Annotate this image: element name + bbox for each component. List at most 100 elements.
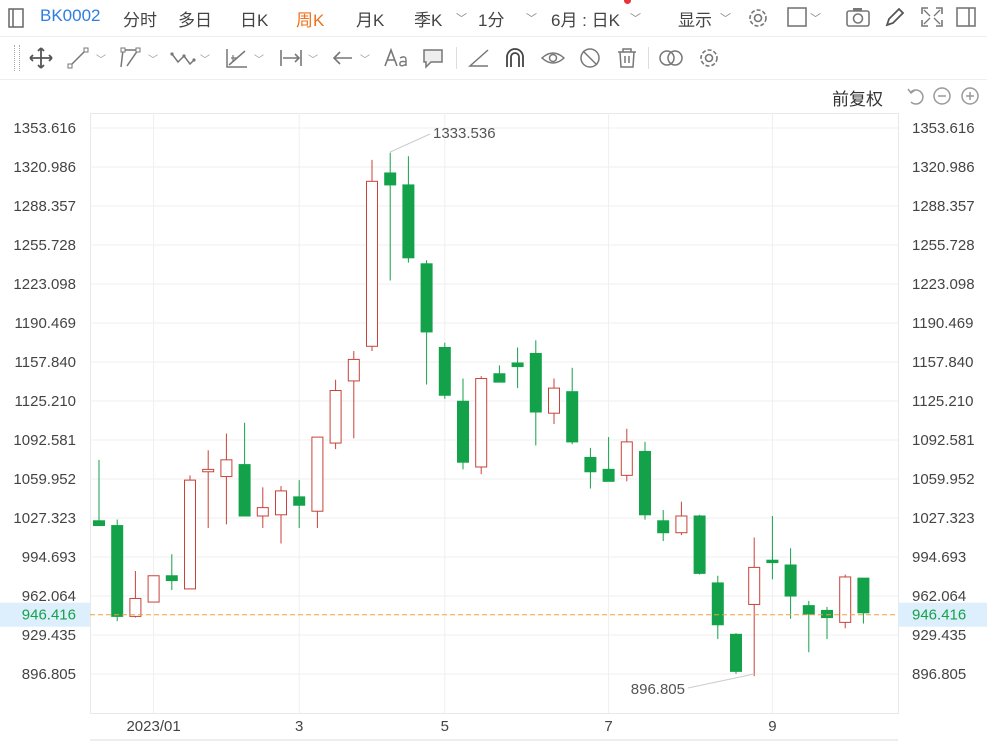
- panel-toggle-icon[interactable]: [8, 8, 24, 28]
- candle: [129, 570, 142, 618]
- y-tick-label-right: 962.064: [912, 588, 966, 605]
- y-tick-label-right: 1353.616: [912, 120, 975, 137]
- candle: [657, 510, 670, 542]
- period-tab-fenshi[interactable]: 分时: [123, 11, 157, 30]
- arrow-icon[interactable]: [330, 46, 356, 70]
- current-price-label-right: 946.416: [912, 607, 966, 624]
- period-tab-rik[interactable]: 日K: [240, 11, 269, 30]
- polyline-icon[interactable]: [118, 46, 144, 70]
- camera-icon[interactable]: [845, 6, 871, 28]
- comment-icon[interactable]: [420, 46, 446, 70]
- y-tick-label-left: 1223.098: [13, 276, 76, 293]
- display-menu[interactable]: 显示: [678, 11, 712, 30]
- period-tab-zhouk[interactable]: 周K: [296, 11, 325, 30]
- y-tick-label-right: 1223.098: [912, 276, 975, 293]
- candle: [693, 514, 706, 575]
- zoom-out-icon[interactable]: [932, 86, 952, 106]
- hide-icon[interactable]: [577, 46, 603, 70]
- eye-icon[interactable]: [540, 46, 566, 70]
- color-square-icon[interactable]: [786, 6, 808, 28]
- max-value-label: 1333.536: [433, 125, 496, 142]
- candle-body: [529, 352, 542, 413]
- y-tick-label-left: 1190.469: [15, 315, 76, 332]
- angle-icon[interactable]: [466, 46, 492, 70]
- candle-body: [184, 479, 196, 590]
- sidebar-icon[interactable]: [955, 6, 977, 28]
- candle-body: [438, 346, 451, 396]
- compare-icon[interactable]: [658, 46, 684, 70]
- chevron-down-icon[interactable]: ﹀: [720, 13, 731, 25]
- fullscreen-icon[interactable]: [920, 6, 944, 28]
- candle-body: [693, 515, 706, 574]
- drag-handle[interactable]: [14, 45, 20, 71]
- y-tick-label-right: 929.435: [912, 627, 966, 644]
- candle-body: [493, 373, 506, 383]
- gear-icon[interactable]: [746, 6, 770, 30]
- candle: [584, 447, 597, 489]
- chevron-down-icon[interactable]: ﹀: [526, 13, 537, 25]
- candle-body: [730, 633, 742, 672]
- wave-icon[interactable]: [170, 46, 196, 70]
- period-tab-1fen[interactable]: 1分: [478, 11, 505, 30]
- adjust-mode-link[interactable]: 前复权: [832, 90, 883, 109]
- symbol-label[interactable]: BK0002: [40, 6, 101, 26]
- measure-icon[interactable]: [224, 46, 250, 70]
- y-tick-label-left: 1059.952: [13, 471, 76, 488]
- undo-icon[interactable]: [906, 86, 926, 106]
- candle-body: [457, 400, 469, 463]
- y-tick-label-left: 1027.323: [13, 510, 76, 527]
- chevron-down-icon[interactable]: ﹀: [96, 55, 106, 66]
- y-tick-label-left: 896.805: [22, 666, 76, 683]
- chevron-down-icon[interactable]: ﹀: [148, 55, 158, 66]
- candle-body: [711, 582, 724, 626]
- candle: [639, 441, 651, 520]
- candle: [839, 574, 852, 629]
- chevron-down-icon[interactable]: ﹀: [456, 13, 467, 25]
- x-tick-label: 9: [768, 718, 776, 735]
- compare-period[interactable]: 6月 : 日K: [551, 11, 620, 30]
- plot-frame: [90, 113, 899, 714]
- move-icon[interactable]: [28, 46, 54, 70]
- y-tick-label-right: 1059.952: [912, 471, 975, 488]
- y-tick-label-left: 962.064: [22, 588, 76, 605]
- candle-body: [584, 456, 597, 473]
- chevron-down-icon[interactable]: ﹀: [200, 55, 210, 66]
- y-tick-label-left: 1092.581: [13, 432, 76, 449]
- candle: [402, 156, 415, 263]
- candle: [384, 152, 397, 281]
- period-tab-yuek[interactable]: 月K: [356, 11, 385, 30]
- chevron-down-icon[interactable]: ﹀: [810, 13, 821, 25]
- candle-body: [311, 436, 324, 512]
- candle-body: [147, 575, 160, 603]
- line-tool-icon[interactable]: [66, 46, 92, 70]
- text-tool-icon[interactable]: [383, 46, 409, 70]
- chevron-down-icon[interactable]: ﹀: [308, 55, 318, 66]
- trash-icon[interactable]: [614, 46, 640, 70]
- chevron-down-icon[interactable]: ﹀: [630, 13, 641, 25]
- candle-body: [657, 520, 670, 534]
- period-tab-jik[interactable]: 季K: [414, 11, 443, 30]
- candle: [602, 437, 615, 482]
- overlay: 946.416 946.416 1333.536 896.805: [0, 125, 987, 698]
- zoom-in-icon[interactable]: [960, 86, 980, 106]
- magnet-icon[interactable]: [502, 46, 528, 70]
- candle-body: [384, 172, 397, 186]
- candle-body: [766, 559, 779, 564]
- candle-body: [293, 496, 306, 506]
- range-icon[interactable]: [278, 46, 304, 70]
- candle-body: [839, 576, 852, 623]
- toolbar-divider: [648, 47, 649, 69]
- period-tab-duori[interactable]: 多日: [178, 11, 212, 30]
- settings-icon[interactable]: [696, 46, 722, 70]
- candle-body: [511, 362, 524, 368]
- candle: [620, 428, 633, 482]
- chevron-down-icon[interactable]: ﹀: [254, 55, 264, 66]
- candle-body: [402, 184, 415, 259]
- candle: [275, 486, 287, 544]
- candle: [347, 351, 360, 439]
- candle: [857, 577, 870, 624]
- candle: [311, 436, 324, 528]
- pencil-icon[interactable]: [883, 5, 907, 29]
- chevron-down-icon[interactable]: ﹀: [360, 55, 370, 66]
